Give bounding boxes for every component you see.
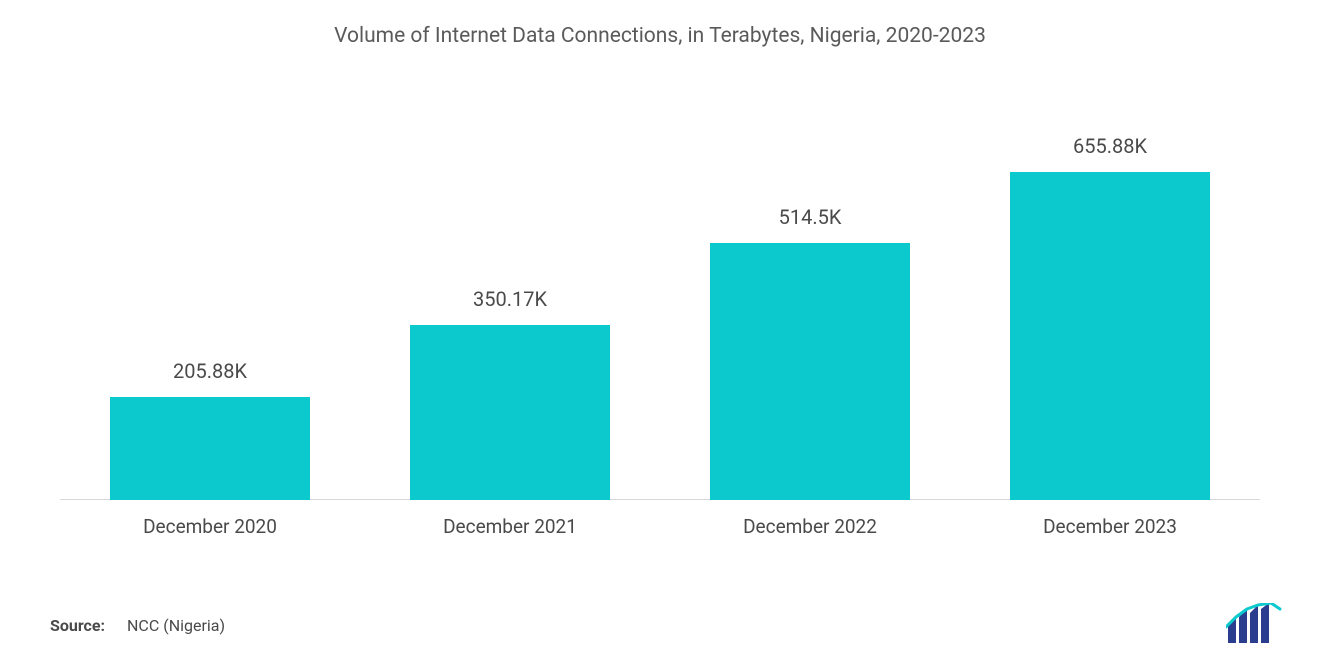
- bar-value-label: 350.17K: [473, 287, 547, 311]
- bar: [710, 243, 910, 500]
- bars-row: 205.88K 350.17K 514.5K 655.88K: [60, 90, 1260, 500]
- bar-value-label: 514.5K: [779, 205, 842, 229]
- x-axis-label: December 2020: [60, 515, 360, 538]
- bar: [1010, 172, 1210, 500]
- bar-group: 205.88K: [60, 359, 360, 500]
- source-attribution: Source: NCC (Nigeria): [50, 616, 225, 635]
- bar-value-label: 205.88K: [173, 359, 247, 383]
- bar: [410, 325, 610, 500]
- chart-title: Volume of Internet Data Connections, in …: [0, 0, 1320, 56]
- x-axis-labels: December 2020 December 2021 December 202…: [60, 515, 1260, 538]
- x-axis-label: December 2023: [960, 515, 1260, 538]
- bar-group: 514.5K: [660, 205, 960, 500]
- plot-area: 205.88K 350.17K 514.5K 655.88K December …: [60, 90, 1260, 530]
- bar-group: 350.17K: [360, 287, 660, 500]
- bar-group: 655.88K: [960, 134, 1260, 500]
- x-axis-label: December 2021: [360, 515, 660, 538]
- bar-value-label: 655.88K: [1073, 134, 1147, 158]
- x-axis-label: December 2022: [660, 515, 960, 538]
- brand-logo-icon: [1226, 603, 1282, 643]
- chart-container: Volume of Internet Data Connections, in …: [0, 0, 1320, 665]
- bar: [110, 397, 310, 500]
- source-value: NCC (Nigeria): [127, 616, 225, 635]
- source-label: Source:: [50, 616, 105, 635]
